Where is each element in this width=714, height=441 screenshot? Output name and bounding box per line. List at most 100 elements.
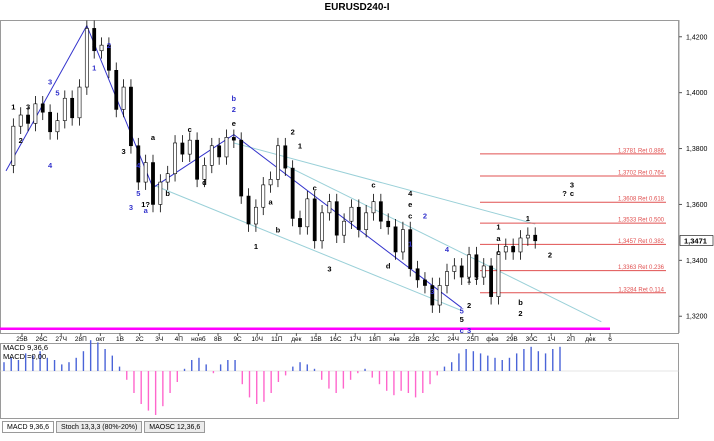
wave-label: 2 <box>19 136 23 145</box>
time-axis-label-14: дек <box>291 336 301 343</box>
candle-body <box>261 184 266 208</box>
wave-label: c <box>188 125 192 134</box>
time-axis-label-20: 22В <box>408 336 420 343</box>
tab-maosc[interactable]: MAOSC 12,36,6 <box>144 421 206 433</box>
wave-label: 1 <box>496 223 500 232</box>
wave-label: 2 <box>107 41 111 50</box>
time-axis-label-19: янв <box>389 336 400 343</box>
wave-label: 2 <box>291 128 295 137</box>
tab-macd[interactable]: MACD 9,36,6 <box>2 421 55 433</box>
wave-label: 3 <box>129 203 133 212</box>
wave-label: 3 <box>92 41 96 50</box>
candle-body <box>77 86 82 119</box>
candle-body <box>393 226 398 253</box>
wave-label: 3 <box>570 181 574 190</box>
wave-label: 1 <box>408 239 412 248</box>
wave-label: 1 <box>467 276 471 285</box>
wave-label: 3 <box>122 147 126 156</box>
candle-body <box>364 212 369 230</box>
price-axis-label-0: 1,4200 <box>686 34 708 41</box>
wave-line-0 <box>5 24 463 309</box>
wave-label: 1 <box>92 63 96 72</box>
macd-legend-name: MACD 9,36,6 <box>3 343 49 352</box>
wave-label: a <box>269 197 274 206</box>
candle-body <box>305 198 310 228</box>
candle-body <box>312 198 317 242</box>
wave-label: b <box>276 225 281 234</box>
wave-label: 3 <box>474 273 478 282</box>
candle-body <box>92 28 97 52</box>
time-axis-label-3: 28П <box>75 336 87 343</box>
candle-body <box>217 145 222 158</box>
tab-stoch[interactable]: Stoch 13,3,3 (80%-20%) <box>56 421 143 433</box>
candle-body <box>320 212 324 242</box>
candle-body <box>268 178 273 186</box>
channel-line-1 <box>285 164 602 323</box>
candle-body <box>511 246 516 253</box>
wave-label: e <box>408 200 412 209</box>
candle-body <box>121 86 126 110</box>
candle-body <box>290 167 295 219</box>
wave-label: 1 <box>254 242 258 251</box>
candle-body <box>349 206 354 222</box>
wave-label: 4 <box>48 161 53 170</box>
candle-body <box>195 139 200 180</box>
candle-body <box>11 125 16 166</box>
candle-body <box>136 145 141 183</box>
time-axis-label-27: 1Ч <box>547 336 555 343</box>
wave-label: c <box>371 181 375 190</box>
time-axis-label-24: фев <box>486 336 499 343</box>
candle-body <box>386 220 391 228</box>
time-axis-label-9: нояб <box>191 335 206 343</box>
wave-label: 5 <box>460 315 464 324</box>
candle-body <box>239 139 244 197</box>
wave-label: a <box>151 133 156 142</box>
wave-label: ? <box>562 189 567 198</box>
wave-label: 2 <box>423 211 427 220</box>
wave-label: c <box>313 183 317 192</box>
wave-label: a <box>144 206 149 215</box>
time-axis-label-15: 15В <box>310 336 322 343</box>
wave-label: 3 <box>26 102 30 111</box>
macd-legend-value: MACD =0,00 <box>3 352 47 361</box>
wave-label: e <box>232 119 236 128</box>
wave-label: c <box>408 211 412 220</box>
candle-body <box>400 229 405 253</box>
candle-body <box>26 114 30 124</box>
candle-body <box>437 285 442 306</box>
candle-body <box>496 251 501 297</box>
time-axis-label-29: дек <box>585 336 595 343</box>
indicator-frame <box>0 343 679 419</box>
candle-body <box>481 265 486 278</box>
wave-label: 1 <box>298 142 302 151</box>
wave-label: b <box>518 298 523 307</box>
candle-body <box>378 201 383 222</box>
candle-body <box>283 145 288 169</box>
candle-body <box>503 246 508 253</box>
wave-label: 3 <box>327 265 331 274</box>
wave-label: 3 <box>48 77 52 86</box>
wave-label: 3 <box>430 287 434 296</box>
candle-body <box>129 86 133 147</box>
candle-body <box>209 145 214 166</box>
candle-body <box>298 218 302 228</box>
time-axis-label-1: 26С <box>36 336 48 343</box>
fib-level-label-5: 1,3363 Ret 0.236 <box>618 265 665 271</box>
fib-level-label-0: 1,3781 Ret 0.886 <box>618 148 665 154</box>
candle-body <box>533 234 538 242</box>
fib-level-label-6: 1,3284 Ret 0.114 <box>618 287 664 293</box>
candle-body <box>356 206 361 230</box>
wave-label: c <box>496 248 500 257</box>
candle-body <box>18 114 23 127</box>
time-axis-label-16: 16С <box>330 336 342 343</box>
wave-label: a <box>496 234 501 243</box>
candle-body <box>48 111 53 133</box>
candle-body <box>327 201 332 214</box>
candle-body <box>187 139 192 155</box>
wave-label: 3 <box>467 326 471 335</box>
price-axis-label-3: 1,3600 <box>686 202 708 209</box>
time-axis-label-25: 29В <box>506 336 518 343</box>
price-axis-label-1: 1,4000 <box>686 90 708 97</box>
price-axis-label-4: 1,3400 <box>686 258 708 265</box>
